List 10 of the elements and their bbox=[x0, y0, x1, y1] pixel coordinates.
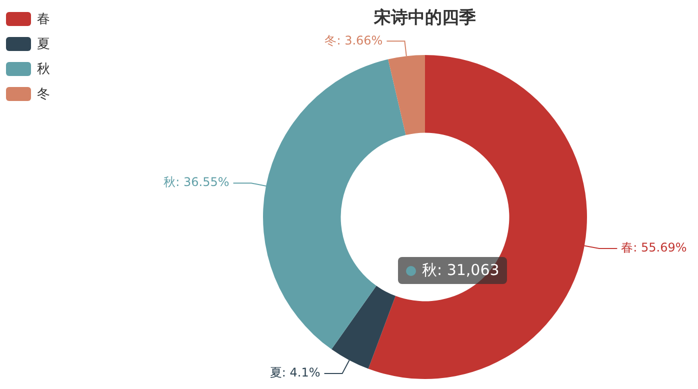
data-label: 秋: 36.55% bbox=[164, 175, 230, 190]
legend-label: 秋 bbox=[37, 60, 50, 78]
data-label: 夏: 4.1% bbox=[270, 366, 320, 380]
legend-label: 夏 bbox=[37, 36, 50, 52]
text: 秋: 31,063 bbox=[422, 261, 500, 280]
legend-label: 春 bbox=[37, 10, 50, 28]
data-label: 春: 55.69% bbox=[621, 240, 687, 255]
legend-label: 冬 bbox=[37, 86, 50, 102]
chart-title: 宋诗中的四季 bbox=[374, 8, 476, 28]
data-label: 冬: 3.66% bbox=[324, 33, 383, 48]
